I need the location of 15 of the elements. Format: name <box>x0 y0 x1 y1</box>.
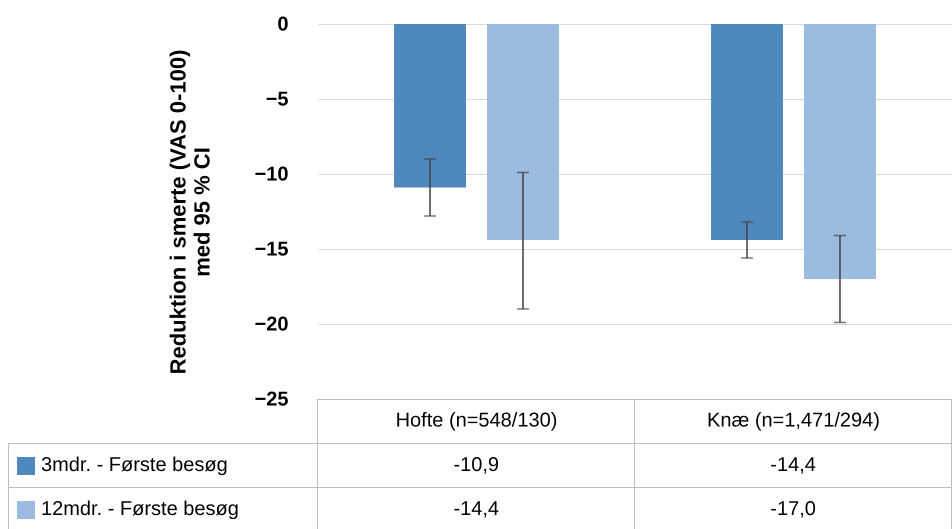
legend-label: 3mdr. - Første besøg <box>8 444 318 488</box>
y-tick-label: 0 <box>277 14 288 36</box>
data-label: -14,4 <box>318 488 635 529</box>
y-tick-label: −15 <box>254 238 288 260</box>
data-label: -14,4 <box>634 444 952 488</box>
y-tick-label: −25 <box>254 388 288 410</box>
y-tick-label: −20 <box>254 314 288 336</box>
data-label: -17,0 <box>634 488 952 529</box>
data-label: -10,9 <box>318 444 635 488</box>
y-tick-label: −10 <box>254 164 288 186</box>
y-tick-label: −5 <box>266 88 288 110</box>
x-tick-label: Knæ (n=1,471/294) <box>707 410 880 432</box>
y-axis-title: Reduktion i smerte (VAS 0-100) med 95 % CI <box>166 50 215 374</box>
legend-label: 12mdr. - Første besøg <box>8 488 318 529</box>
x-tick-label: Hofte (n=548/130) <box>396 410 558 432</box>
